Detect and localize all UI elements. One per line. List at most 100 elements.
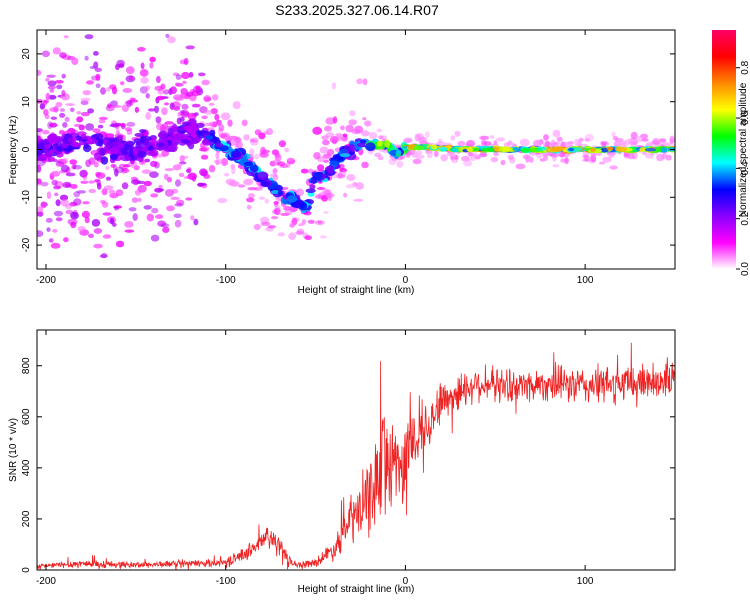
spectrogram-cell [106, 87, 111, 92]
spectrogram-cell [412, 158, 422, 165]
spectrogram-cell [160, 223, 170, 228]
spectrogram-cell [434, 150, 439, 158]
spectrogram-cell [95, 73, 101, 81]
spectrogram-cell [574, 138, 580, 147]
spectrogram-x-ticks: -200 -100 0 100 [36, 30, 594, 286]
spectrogram-cell [171, 107, 180, 111]
spectrogram-cell [205, 135, 214, 140]
spectrogram-cell [272, 168, 278, 174]
spectrogram-cell [140, 62, 145, 70]
spectrogram-cell [118, 163, 125, 169]
spectrogram-cell [150, 234, 160, 242]
spectrogram-cell [81, 210, 90, 219]
x-tick-label: 100 [577, 576, 594, 587]
spectrogram-cell [231, 167, 236, 175]
x-tick-label: -200 [36, 275, 56, 286]
spectrogram-cell [167, 36, 176, 44]
spectrogram-cell [238, 184, 246, 188]
spectrogram-cell [37, 178, 42, 184]
spectrogram-cell [309, 184, 316, 190]
spectrogram-cell [215, 151, 220, 160]
spectrogram-cell [49, 107, 59, 112]
spectrogram-cell [178, 172, 185, 178]
spectrogram-cell [97, 124, 104, 129]
spectrogram-cell [249, 165, 259, 170]
spectrogram-cell [41, 50, 51, 58]
spectrogram-cell [376, 140, 383, 147]
spectrogram-cell [55, 217, 63, 222]
spectrogram-cell [289, 223, 295, 228]
spectrogram-cell [556, 136, 563, 142]
spectrogram-cell [154, 105, 159, 114]
spectrogram-cell [88, 180, 95, 184]
spectrogram-cell [641, 138, 649, 142]
spectrogram-cell [123, 143, 130, 151]
spectrogram-cell [78, 124, 86, 131]
spectrogram-cell [171, 123, 178, 133]
spectrogram-cell [353, 198, 364, 202]
spectrogram-cell [134, 132, 145, 137]
colorbar-label: Normalized spectral amplitude [738, 82, 749, 217]
spectrogram-cell [137, 197, 142, 202]
spectrogram-cell [288, 232, 297, 240]
spectrogram-cell [454, 130, 461, 137]
spectrogram-cell [479, 135, 488, 140]
spectrogram-cell [528, 147, 538, 153]
spectrogram-cell [457, 140, 466, 147]
spectrogram-cell [203, 95, 212, 103]
spectrogram-cell [161, 107, 168, 116]
spectrogram-cell [479, 154, 488, 157]
spectrogram-cell [463, 160, 473, 167]
spectrogram-cell [156, 75, 161, 84]
spectrogram-cell [319, 146, 329, 154]
spectrogram-cell [126, 121, 136, 127]
spectrogram-cell [317, 220, 322, 224]
spectrogram-cell [51, 179, 58, 186]
spectrogram-cell [317, 164, 325, 172]
spectrogram-cell [37, 211, 44, 217]
spectrogram-cells [37, 33, 675, 259]
spectrogram-cell [54, 79, 64, 84]
spectrogram-cell [84, 34, 94, 40]
spectrogram-cell [260, 146, 266, 155]
spectrogram-cell [93, 133, 104, 141]
spectrogram-cell [641, 151, 648, 155]
spectrogram-cell [304, 235, 313, 241]
spectrogram-y-ticks: -20 -10 0 10 20 [21, 48, 675, 252]
spectrogram-cell [109, 217, 115, 225]
spectrogram-cell [143, 180, 152, 187]
spectrogram-cell [201, 115, 208, 120]
spectrogram-cell [115, 130, 121, 135]
spectrogram-cell [76, 116, 84, 123]
spectrogram-cell [58, 129, 65, 135]
spectrogram-cell [512, 147, 522, 152]
spectrogram-cell [124, 229, 135, 233]
spectrogram-cell [300, 202, 308, 211]
spectrogram-cell [84, 55, 89, 61]
spectrogram-cell [359, 139, 367, 144]
spectrogram-cell [158, 130, 169, 140]
spectrogram-cell [102, 234, 112, 239]
y-tick-label: 600 [21, 408, 32, 425]
spectrogram-cell [102, 212, 112, 216]
spectrogram-cell [187, 141, 195, 150]
spectrogram-cell [65, 103, 75, 107]
spectrogram-cell [93, 161, 99, 168]
spectrogram-cell [80, 111, 90, 117]
spectrogram-cell [164, 189, 174, 197]
spectrogram-cell [395, 149, 402, 155]
spectrogram-cell [195, 130, 203, 136]
spectrogram-cell [160, 83, 166, 90]
spectrogram-cell [342, 170, 347, 177]
spectrogram-cell [543, 154, 549, 162]
spectrogram-cell [105, 133, 115, 139]
spectrogram-cell [503, 142, 510, 148]
spectrogram-cell [82, 90, 92, 96]
spectrogram-cell [319, 235, 327, 239]
spectrogram-cell [339, 153, 351, 158]
spectrogram-cell [71, 57, 79, 65]
spectrogram-cell [166, 205, 175, 212]
spectrogram-cell [37, 164, 42, 173]
spectrogram-cell [185, 91, 194, 97]
spectrogram-cell [37, 128, 43, 133]
